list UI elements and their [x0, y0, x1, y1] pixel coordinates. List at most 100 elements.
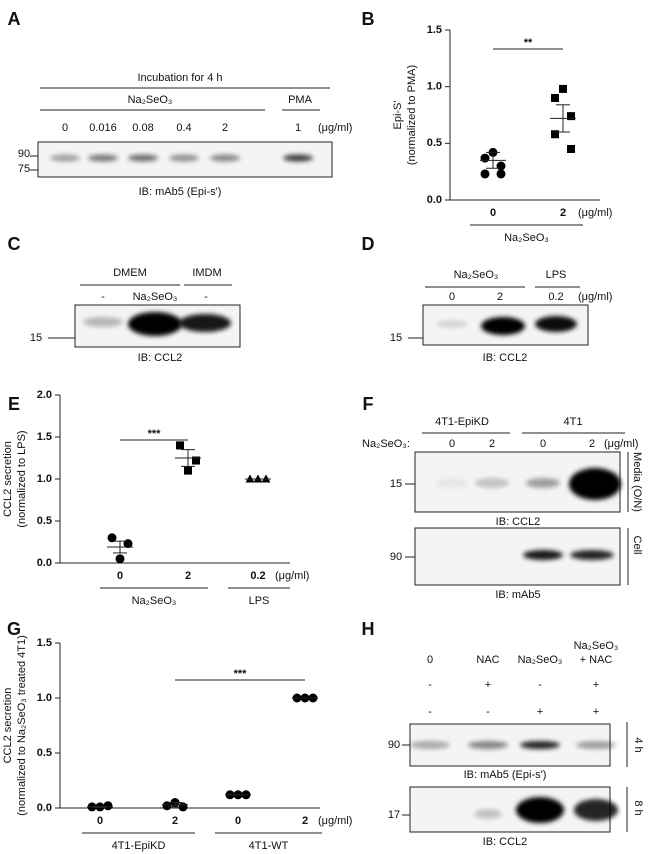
label: 4T1	[564, 416, 583, 428]
data-point	[480, 153, 490, 163]
data-point	[551, 130, 559, 139]
label: +	[593, 679, 599, 691]
blot-band	[569, 468, 621, 500]
label: ***	[234, 668, 248, 680]
label: 15	[30, 332, 42, 344]
data-point	[551, 94, 559, 102]
blot-band	[436, 320, 468, 328]
label: 2	[302, 815, 308, 827]
blot-band	[481, 317, 525, 335]
label: 2	[497, 291, 503, 303]
label: 8 h	[632, 800, 644, 815]
label: 2	[489, 438, 495, 450]
data-point	[192, 456, 200, 465]
label: Na₂SeO₃	[128, 94, 173, 106]
blot-band	[88, 154, 118, 162]
blot-band	[526, 478, 560, 488]
blot-band	[516, 797, 564, 823]
label: 1	[295, 122, 301, 134]
label: 0.0	[37, 557, 52, 569]
label: CCL2 secretion	[2, 441, 14, 517]
label: -	[204, 291, 208, 303]
blot-band	[169, 154, 199, 162]
blot-band	[535, 316, 577, 332]
label: 2	[172, 815, 178, 827]
label: +	[593, 706, 599, 718]
label: IB: CCL2	[496, 516, 541, 528]
blot-band	[468, 741, 508, 749]
label: Incubation for 4 h	[137, 72, 222, 84]
label: (μg/ml)	[604, 438, 638, 450]
label: 0.4	[176, 122, 191, 134]
label: 17	[388, 809, 400, 821]
blot-band	[128, 154, 158, 162]
label: PMA	[288, 94, 313, 106]
blot-band	[523, 550, 563, 560]
label: IB: mAb5	[495, 589, 540, 601]
label: 0.016	[89, 122, 117, 134]
label: 15	[390, 332, 402, 344]
label: -	[101, 291, 105, 303]
label: 0.0	[427, 194, 442, 206]
label: 4T1-WT	[249, 840, 289, 852]
label: 1.5	[427, 24, 442, 36]
data-point	[107, 533, 117, 543]
label: Na₂SeO₃:	[362, 438, 410, 450]
data-point	[567, 112, 575, 121]
blot-band	[283, 154, 313, 162]
label: (μg/ml)	[318, 815, 352, 827]
label: 75	[18, 163, 30, 175]
blot-band	[570, 550, 614, 560]
label: F	[363, 394, 374, 414]
label: Na₂SeO₃	[133, 291, 178, 303]
label: 0	[97, 815, 103, 827]
label: 0.2	[250, 570, 265, 582]
label: 0	[427, 654, 433, 666]
label: +	[537, 706, 543, 718]
label: Na₂SeO₃	[454, 269, 499, 281]
label: 1.5	[37, 637, 52, 649]
label: -	[428, 679, 432, 691]
label: 0.08	[132, 122, 153, 134]
label: 4 h	[632, 737, 644, 752]
data-point	[496, 169, 506, 179]
label: IB: CCL2	[483, 352, 528, 364]
blot-band	[520, 741, 560, 749]
label: (μg/ml)	[578, 207, 612, 219]
label: 2.0	[37, 389, 52, 401]
label: 0	[540, 438, 546, 450]
label: CCL2 secretion	[2, 688, 14, 764]
label: 0	[449, 438, 455, 450]
label: 0.5	[37, 747, 52, 759]
data-point	[559, 84, 567, 93]
label: B	[362, 9, 375, 29]
label: LPS	[249, 595, 270, 607]
label: ***	[148, 428, 162, 440]
label: 0	[449, 291, 455, 303]
label: (normalized to PMA)	[406, 65, 418, 165]
data-point	[567, 145, 575, 153]
label: (normalized to LPS)	[16, 430, 28, 527]
label: Cell	[631, 536, 643, 555]
label: NAC	[476, 654, 499, 666]
label: A	[8, 9, 21, 29]
label: 0.0	[37, 802, 52, 814]
label: G	[7, 619, 21, 639]
blot-band	[50, 154, 80, 162]
label: 90	[388, 739, 400, 751]
label: 0	[235, 815, 241, 827]
label: -	[486, 706, 490, 718]
label: Na₂SeO₃	[518, 654, 563, 666]
label: + NAC	[580, 654, 613, 666]
data-point	[115, 554, 125, 564]
label: (μg/ml)	[578, 291, 612, 303]
blot-band	[576, 741, 616, 749]
data-point	[184, 466, 192, 475]
data-point	[496, 161, 506, 171]
label: IB: mAb5 (Epi-s')	[139, 186, 222, 198]
label: 2	[185, 570, 191, 582]
label: 1.0	[37, 473, 52, 485]
label: 0	[62, 122, 68, 134]
label: 0.5	[427, 137, 442, 149]
blot-band	[179, 314, 231, 332]
